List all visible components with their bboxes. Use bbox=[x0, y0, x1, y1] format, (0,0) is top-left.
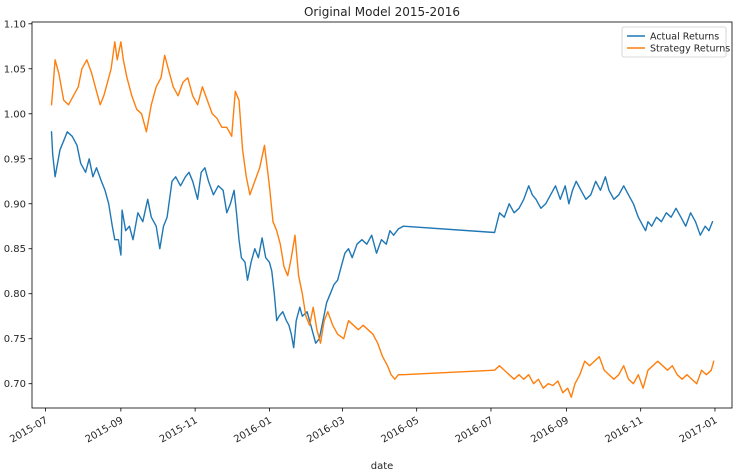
x-tick-label: 2016-07 bbox=[454, 415, 496, 445]
y-tick-label: 0.95 bbox=[4, 154, 26, 165]
y-tick-label: 1.00 bbox=[4, 109, 26, 120]
plot-area-group bbox=[31, 21, 733, 409]
series-line-actual-returns bbox=[50, 131, 714, 349]
x-tick-label: 2016-03 bbox=[305, 415, 347, 445]
legend-box bbox=[621, 26, 727, 58]
x-tick-label: 2015-09 bbox=[84, 415, 126, 445]
plot-frame bbox=[31, 21, 733, 409]
legend-label: Actual Returns bbox=[650, 32, 719, 43]
x-tick-label: 2015-11 bbox=[158, 415, 200, 445]
series-line-strategy-returns bbox=[50, 41, 715, 398]
x-tick-label: 2016-05 bbox=[379, 415, 421, 445]
y-tick-label: 1.05 bbox=[4, 64, 26, 75]
y-tick-label: 0.85 bbox=[4, 244, 26, 255]
y-tick-label: 1.10 bbox=[4, 19, 26, 30]
legend-label: Strategy Returns bbox=[650, 44, 730, 55]
x-tick-label: 2016-11 bbox=[603, 415, 645, 445]
x-tick-label: 2016-09 bbox=[529, 415, 571, 445]
x-tick-label: 2016-01 bbox=[232, 415, 274, 445]
y-tick-label: 0.75 bbox=[4, 334, 26, 345]
y-tick-label: 0.80 bbox=[4, 289, 26, 300]
y-tick-label: 0.70 bbox=[4, 379, 26, 390]
chart-title: Original Model 2015-2016 bbox=[304, 5, 460, 19]
y-tick-label: 0.90 bbox=[4, 199, 26, 210]
x-tick-label: 2015-07 bbox=[8, 415, 50, 445]
x-axis-title: date bbox=[371, 461, 394, 472]
y-axis: 0.70 0.75 0.80 0.85 0.90 0.95 1.00 1.05 1.10 bbox=[4, 19, 32, 390]
x-tick-label: 2017-01 bbox=[678, 415, 720, 445]
x-axis: 2015-07 2015-09 2015-11 2016-01 2016-03 2016-… bbox=[8, 408, 719, 445]
